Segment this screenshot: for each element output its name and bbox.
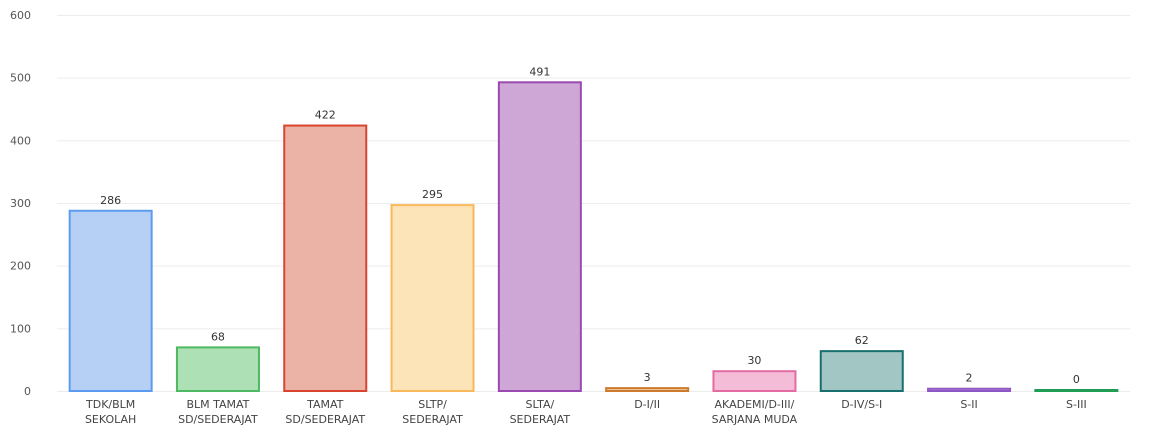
bar-value-label: 62 (855, 334, 869, 347)
bar[interactable] (497, 81, 582, 392)
bar-value-label: 295 (422, 188, 443, 201)
bar[interactable] (927, 387, 1012, 393)
x-tick-label: D-IV/S-I (841, 398, 882, 411)
y-tick-label: 400 (10, 134, 31, 147)
bar[interactable] (283, 124, 368, 393)
y-tick-label: 200 (10, 260, 31, 273)
bar[interactable] (605, 387, 690, 392)
x-tick-label-line: BLM TAMAT (186, 398, 249, 411)
x-tick-label-line: SLTP/ (418, 398, 447, 411)
y-tick-label: 600 (10, 9, 31, 22)
x-tick-label: TAMAT SD/SEDERAJAT (285, 398, 365, 426)
bar-value-label: 30 (747, 354, 761, 367)
x-tick-label: TDK/BLM SEKOLAH (85, 398, 136, 426)
bar-value-label: 286 (100, 194, 121, 207)
bar-value-label: 68 (211, 330, 225, 343)
bar-value-label: 2 (966, 372, 973, 385)
x-tick-label: SLTA/SEDERAJAT (510, 398, 571, 426)
bar[interactable] (1034, 389, 1119, 392)
x-tick-label: BLM TAMAT SD/SEDERAJAT (178, 398, 258, 426)
bar[interactable] (819, 350, 904, 392)
bar[interactable] (68, 209, 153, 392)
y-axis: 0 100 200 300 400 500 600 (10, 9, 31, 398)
x-tick-label-line: SD/SEDERAJAT (285, 413, 365, 426)
x-tick-label-line: SARJANA MUDA (712, 413, 798, 426)
bars (68, 81, 1119, 393)
y-tick-label: 100 (10, 322, 31, 335)
x-tick-label-line: TDK/BLM (85, 398, 135, 411)
bar[interactable] (712, 370, 797, 393)
y-tick-label: 500 (10, 72, 31, 85)
x-tick-label-line: SD/SEDERAJAT (178, 413, 258, 426)
grid-lines (57, 15, 1130, 392)
x-tick-label-line: D-IV/S-I (841, 398, 882, 411)
value-labels: 286 68 422 295 491 3 30 62 2 0 (100, 65, 1080, 386)
y-tick-label: 300 (10, 197, 31, 210)
x-tick-label-line: SEDERAJAT (510, 413, 571, 426)
x-tick-label-line: AKADEMI/D-III/ (715, 398, 795, 411)
x-tick-label-line: D-I/II (634, 398, 660, 411)
bar[interactable] (390, 204, 475, 392)
x-tick-label: SLTP/SEDERAJAT (402, 398, 463, 426)
x-tick-label-line: S-III (1066, 398, 1087, 411)
bar-value-label: 3 (644, 371, 651, 384)
x-tick-label-line: SEDERAJAT (402, 413, 463, 426)
x-tick-label: S-II (960, 398, 977, 411)
bar[interactable] (175, 346, 260, 392)
x-tick-label: S-III (1066, 398, 1087, 411)
bar-value-label: 422 (315, 109, 336, 122)
x-tick-label-line: S-II (960, 398, 977, 411)
x-tick-label: D-I/II (634, 398, 660, 411)
x-tick-label-line: SLTA/ (525, 398, 554, 411)
x-tick-label: AKADEMI/D-III/SARJANA MUDA (712, 398, 798, 426)
x-tick-label-line: TAMAT (306, 398, 344, 411)
bar-value-label: 491 (529, 65, 550, 78)
y-tick-label: 0 (24, 385, 31, 398)
bar-value-label: 0 (1073, 373, 1080, 386)
x-tick-label-line: SEKOLAH (85, 413, 136, 426)
